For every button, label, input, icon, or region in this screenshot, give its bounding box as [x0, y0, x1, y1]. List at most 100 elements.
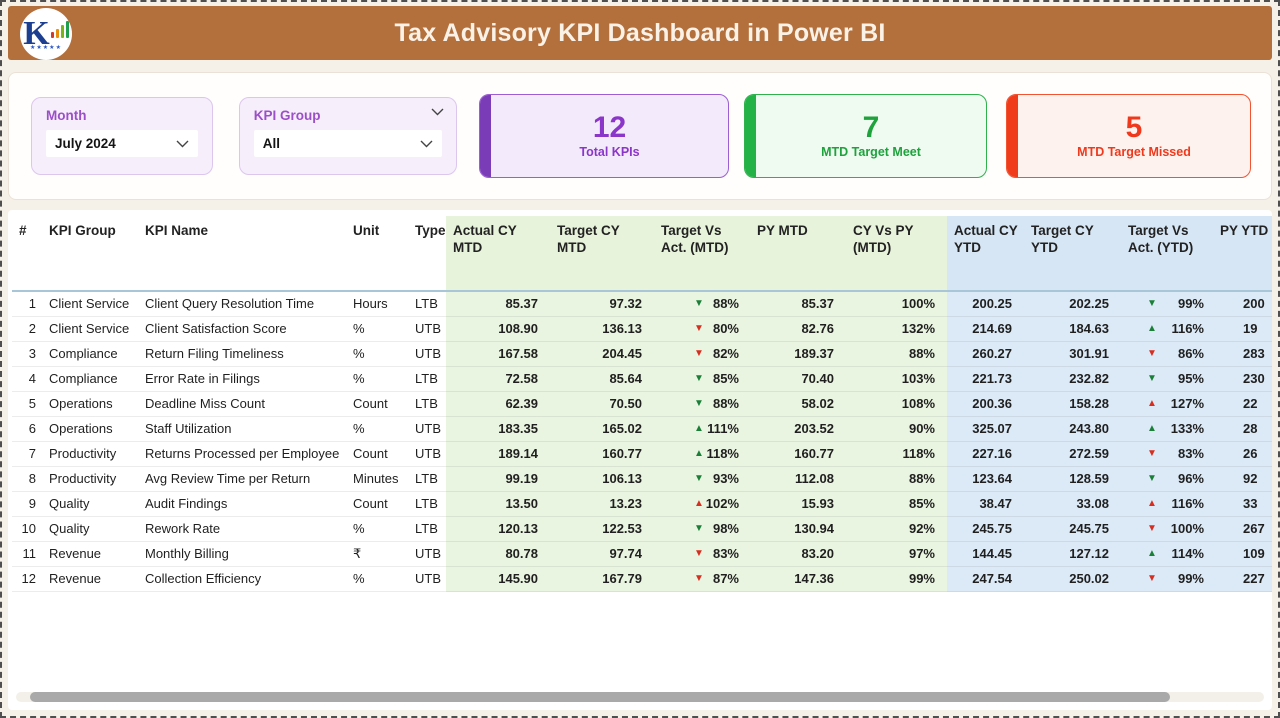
cell-cy_vs_py_mtd: 99% [846, 567, 947, 592]
table-row[interactable]: 11 Revenue Monthly Billing ₹ UTB 80.78 97.74 ▼ 8… [12, 542, 1272, 567]
cell-py_mtd: 189.37 [750, 342, 846, 367]
cell-group: Client Service [42, 292, 138, 317]
company-logo: K ★★★★★ [20, 8, 72, 60]
cell-group: Productivity [42, 467, 138, 492]
cell-tva_ytd: ▼ 100% [1121, 517, 1213, 542]
column-header-actual_cy_ytd[interactable]: Actual CY YTD [947, 216, 1024, 290]
column-header-type[interactable]: Type [415, 223, 446, 238]
column-header-cy_vs_py_mtd[interactable]: CY Vs PY (MTD) [846, 216, 947, 290]
column-header-actual_cy_mtd[interactable]: Actual CY MTD [446, 216, 550, 290]
cell-actual_cy_mtd: 72.58 [446, 367, 550, 392]
column-header-n[interactable]: # [19, 223, 27, 238]
arrow-down-icon: ▼ [1147, 573, 1157, 584]
cell-target_cy_ytd: 301.91 [1024, 342, 1121, 367]
horizontal-scrollbar-track[interactable] [16, 692, 1264, 702]
cell-actual_cy_ytd: 200.25 [947, 292, 1024, 317]
column-header-unit[interactable]: Unit [353, 223, 380, 238]
tva-percent: 99% [1177, 571, 1204, 586]
total-kpis-card: 12 Total KPIs [479, 94, 729, 178]
cell-cy_vs_py_mtd: 85% [846, 492, 947, 517]
arrow-down-icon: ▼ [694, 573, 704, 584]
tva-percent: 93% [712, 471, 739, 486]
horizontal-scrollbar-thumb[interactable] [30, 692, 1170, 702]
cell-py_ytd: 28 [1213, 417, 1272, 442]
cell-cy_vs_py_mtd: 88% [846, 342, 947, 367]
column-header-py_mtd[interactable]: PY MTD [750, 216, 846, 290]
cell-py_ytd: 227 [1213, 567, 1272, 592]
cell-actual_cy_mtd: 120.13 [446, 517, 550, 542]
tva-percent: 127% [1170, 396, 1204, 411]
cell-cy_vs_py_mtd: 100% [846, 292, 947, 317]
cell-tva_mtd: ▲ 111% [654, 417, 750, 442]
cell-py_ytd: 19 [1213, 317, 1272, 342]
table-row[interactable]: 4 Compliance Error Rate in Filings% LTB 72.5… [12, 367, 1272, 392]
column-header-name[interactable]: KPI Name [145, 223, 209, 238]
cell-tva_mtd: ▼ 98% [654, 517, 750, 542]
kpi-group-dropdown[interactable]: All [253, 130, 442, 157]
column-header-py_ytd[interactable]: PY YTD [1213, 216, 1272, 290]
cell-name: Avg Review Time per Return [138, 467, 346, 492]
column-header-tva_ytd[interactable]: Target Vs Act. (YTD) [1121, 216, 1213, 290]
table-row[interactable]: 6 Operations Staff Utilization% UTB 183.35 16… [12, 417, 1272, 442]
slicer-collapse-chevron-icon[interactable] [431, 108, 444, 116]
column-header-group[interactable]: KPI Group [49, 223, 116, 238]
table-row[interactable]: 5 Operations Deadline Miss Count Count LTB 62… [12, 392, 1272, 417]
table-row[interactable]: 10 Quality Rework Rate% LTB 120.13 122.53 ▼ 98%… [12, 517, 1272, 542]
column-header-tva_mtd[interactable]: Target Vs Act. (MTD) [654, 216, 750, 290]
column-header-target_cy_mtd[interactable]: Target CY MTD [550, 216, 654, 290]
cell-actual_cy_mtd: 80.78 [446, 542, 550, 567]
table-row[interactable]: 9 Quality Audit Findings Count LTB 13.50 13.23… [12, 492, 1272, 517]
tva-percent: 100% [1170, 521, 1204, 536]
cell-cy_vs_py_mtd: 118% [846, 442, 947, 467]
cell-unit: Minutes [346, 467, 408, 492]
cell-actual_cy_ytd: 227.16 [947, 442, 1024, 467]
cell-target_cy_mtd: 204.45 [550, 342, 654, 367]
cell-name: Rework Rate [138, 517, 346, 542]
table-row[interactable]: 8 Productivity Avg Review Time per Return M… [12, 467, 1272, 492]
cell-tva_ytd: ▲ 116% [1121, 317, 1213, 342]
cell-actual_cy_ytd: 247.54 [947, 567, 1024, 592]
tva-percent: 116% [1171, 496, 1204, 511]
cell-cy_vs_py_mtd: 92% [846, 517, 947, 542]
cell-py_ytd: 283 [1213, 342, 1272, 367]
card-accent-bar [745, 95, 756, 177]
cell-actual_cy_ytd: 123.64 [947, 467, 1024, 492]
cell-tva_ytd: ▲ 114% [1121, 542, 1213, 567]
arrow-down-icon: ▼ [1147, 473, 1157, 484]
cell-name: Monthly Billing [138, 542, 346, 567]
table-row[interactable]: 7 Productivity Returns Processed per Emplo… [12, 442, 1272, 467]
total-kpis-value: 12 [592, 111, 627, 144]
tva-percent: 114% [1171, 546, 1204, 561]
arrow-up-icon: ▲ [1147, 323, 1157, 334]
table-row[interactable]: 3 Compliance Return Filing Timeliness% UTB 1… [12, 342, 1272, 367]
card-accent-bar [1007, 95, 1018, 177]
table-body: 1 Client Service Client Query Resolution T… [12, 292, 1272, 592]
cell-py_mtd: 83.20 [750, 542, 846, 567]
cell-type: UTB [408, 342, 446, 367]
cell-tva_ytd: ▼ 99% [1121, 567, 1213, 592]
column-header-target_cy_ytd[interactable]: Target CY YTD [1024, 216, 1121, 290]
cell-actual_cy_ytd: 221.73 [947, 367, 1024, 392]
cell-n: 11 [12, 542, 42, 567]
cell-unit: Count [346, 442, 408, 467]
cell-type: LTB [408, 292, 446, 317]
tva-percent: 80% [712, 321, 739, 336]
cell-actual_cy_ytd: 214.69 [947, 317, 1024, 342]
arrow-down-icon: ▼ [694, 523, 704, 534]
kpi-group-dropdown-value: All [262, 136, 281, 151]
month-dropdown[interactable]: July 2024 [46, 130, 198, 157]
table-row[interactable]: 1 Client Service Client Query Resolution T… [12, 292, 1272, 317]
month-slicer-label: Month [46, 108, 87, 123]
cell-group: Productivity [42, 442, 138, 467]
cell-py_ytd: 22 [1213, 392, 1272, 417]
tva-percent: 83% [712, 546, 739, 561]
table-row[interactable]: 12 Revenue Collection Efficiency% UTB 145.90… [12, 567, 1272, 592]
cell-tva_ytd: ▼ 99% [1121, 292, 1213, 317]
tva-percent: 111% [707, 421, 739, 436]
arrow-down-icon: ▼ [694, 548, 704, 559]
cell-n: 4 [12, 367, 42, 392]
table-row[interactable]: 2 Client Service Client Satisfaction Score… [12, 317, 1272, 342]
cell-actual_cy_mtd: 99.19 [446, 467, 550, 492]
cell-n: 2 [12, 317, 42, 342]
